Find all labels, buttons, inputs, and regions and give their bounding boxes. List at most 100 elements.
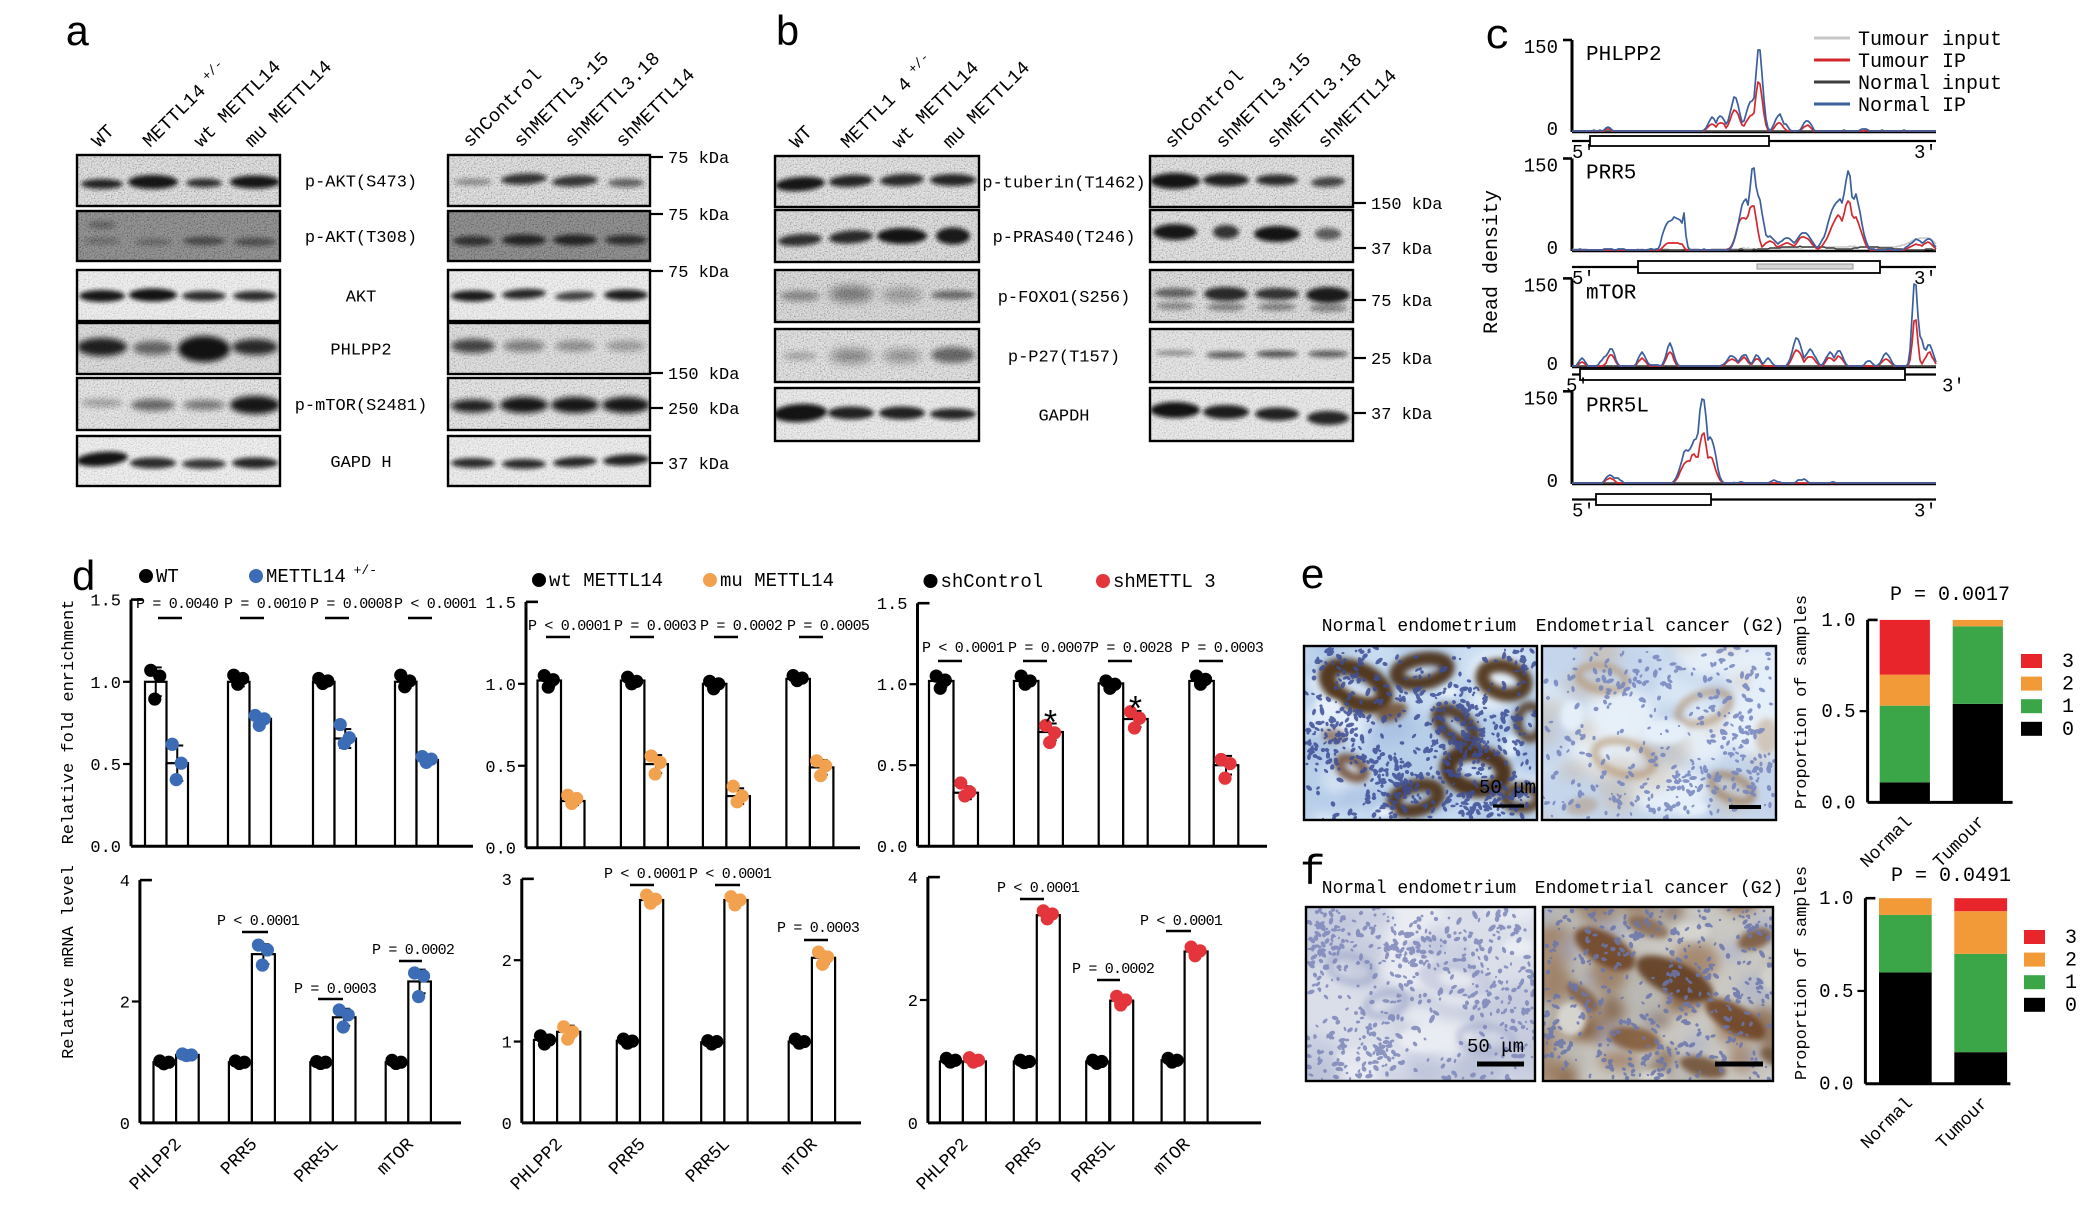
- svg-text:0: 0: [908, 1116, 918, 1135]
- svg-text:3': 3': [1942, 376, 1965, 398]
- svg-text:150 kDa: 150 kDa: [668, 366, 739, 385]
- svg-text:3: 3: [2062, 651, 2074, 674]
- svg-text:1: 1: [2065, 972, 2077, 995]
- svg-text:P = 0.0002: P = 0.0002: [372, 942, 454, 959]
- svg-text:1.0: 1.0: [485, 677, 516, 696]
- svg-text:0: 0: [1547, 238, 1558, 260]
- svg-text:Tumour input: Tumour input: [1858, 29, 2002, 52]
- svg-text:Endometrial cancer (G2): Endometrial cancer (G2): [1535, 879, 1783, 899]
- svg-text:0.0: 0.0: [1821, 792, 1855, 814]
- svg-text:2: 2: [120, 995, 130, 1014]
- svg-text:1.5: 1.5: [90, 593, 121, 612]
- svg-text:p-tuberin(T1462): p-tuberin(T1462): [982, 175, 1145, 194]
- svg-text:Proportion of samples: Proportion of samples: [1793, 595, 1812, 809]
- svg-text:P = 0.0003: P = 0.0003: [777, 920, 860, 937]
- svg-text:p-mTOR(S2481): p-mTOR(S2481): [295, 397, 428, 416]
- svg-text:GAPDH: GAPDH: [1038, 408, 1089, 427]
- svg-text:Normal input: Normal input: [1858, 73, 2002, 96]
- svg-text:150: 150: [1524, 156, 1558, 178]
- svg-text:P = 0.0491: P = 0.0491: [1891, 865, 2011, 888]
- svg-text:0.5: 0.5: [877, 758, 908, 777]
- svg-text:1.0: 1.0: [877, 677, 908, 696]
- svg-text:P < 0.0001: P < 0.0001: [997, 880, 1080, 897]
- svg-text:p-P27(T157): p-P27(T157): [1008, 349, 1120, 368]
- svg-text:37 kDa: 37 kDa: [668, 456, 729, 475]
- svg-text:0.0: 0.0: [485, 841, 516, 860]
- svg-text:50 μm: 50 μm: [1467, 1036, 1524, 1058]
- svg-text:mTOR: mTOR: [1586, 282, 1637, 305]
- svg-text:75 kDa: 75 kDa: [1371, 293, 1432, 312]
- svg-text:0.5: 0.5: [90, 757, 121, 776]
- svg-text:75 kDa: 75 kDa: [668, 150, 729, 169]
- svg-text:a: a: [65, 10, 90, 58]
- svg-text:1.5: 1.5: [877, 596, 908, 615]
- svg-text:Normal endometrium: Normal endometrium: [1322, 617, 1516, 637]
- svg-text:3': 3': [1914, 501, 1937, 523]
- svg-text:0.5: 0.5: [1819, 981, 1853, 1003]
- svg-text:37 kDa: 37 kDa: [1371, 241, 1432, 260]
- svg-text:150 kDa: 150 kDa: [1371, 196, 1442, 215]
- svg-text:0: 0: [1547, 119, 1558, 141]
- svg-text:25 kDa: 25 kDa: [1371, 351, 1432, 370]
- svg-text:P = 0.0010: P = 0.0010: [224, 596, 307, 613]
- svg-text:P = 0.0003: P = 0.0003: [1181, 640, 1264, 657]
- svg-text:P = 0.0003: P = 0.0003: [614, 618, 697, 635]
- svg-text:Endometrial cancer (G2): Endometrial cancer (G2): [1536, 617, 1784, 637]
- svg-text:4: 4: [908, 870, 918, 889]
- svg-text:shMETTL 3: shMETTL 3: [1113, 571, 1216, 593]
- svg-text:p-PRAS40(T246): p-PRAS40(T246): [993, 229, 1136, 248]
- svg-text:3: 3: [502, 872, 512, 891]
- svg-text:Proportion of samples: Proportion of samples: [1793, 866, 1812, 1080]
- svg-text:P = 0.0002: P = 0.0002: [1072, 961, 1154, 978]
- svg-text:150: 150: [1524, 388, 1558, 410]
- svg-text:P = 0.0003: P = 0.0003: [294, 981, 377, 998]
- svg-text:d: d: [71, 555, 96, 603]
- svg-text:P < 0.0001: P < 0.0001: [1140, 913, 1223, 930]
- svg-text:1.0: 1.0: [90, 675, 121, 694]
- svg-text:0.5: 0.5: [485, 759, 516, 778]
- svg-text:Read density: Read density: [1481, 190, 1504, 334]
- svg-text:f: f: [1300, 849, 1325, 897]
- svg-text:WT: WT: [156, 566, 179, 588]
- svg-text:*: *: [1040, 708, 1060, 746]
- svg-text:p-FOXO1(S256): p-FOXO1(S256): [998, 289, 1131, 308]
- svg-text:0.0: 0.0: [1819, 1074, 1853, 1096]
- svg-text:Tumour IP: Tumour IP: [1858, 51, 1966, 74]
- svg-text:p-AKT(S473): p-AKT(S473): [305, 174, 417, 193]
- svg-text:c: c: [1485, 13, 1510, 61]
- svg-text:Relative fold enrichment: Relative fold enrichment: [60, 600, 79, 845]
- svg-text:P = 0.0017: P = 0.0017: [1890, 584, 2010, 607]
- svg-text:37 kDa: 37 kDa: [1371, 406, 1432, 425]
- svg-text:Normal endometrium: Normal endometrium: [1322, 879, 1516, 899]
- svg-text:wt METTL14: wt METTL14: [549, 570, 663, 592]
- svg-text:1.0: 1.0: [1819, 888, 1853, 910]
- svg-text:*: *: [1125, 694, 1145, 732]
- svg-text:2: 2: [2065, 950, 2077, 973]
- svg-text:0: 0: [2062, 719, 2074, 742]
- svg-text:2: 2: [502, 953, 512, 972]
- svg-text:5': 5': [1566, 376, 1589, 398]
- svg-text:250 kDa: 250 kDa: [668, 401, 739, 420]
- svg-text:5': 5': [1572, 142, 1595, 164]
- svg-text:5': 5': [1572, 501, 1595, 523]
- svg-text:0: 0: [2065, 995, 2077, 1018]
- svg-text:P < 0.0001: P < 0.0001: [394, 596, 477, 613]
- svg-text:3': 3': [1914, 268, 1937, 290]
- svg-text:AKT: AKT: [346, 289, 377, 308]
- svg-text:50 μm: 50 μm: [1479, 777, 1536, 799]
- svg-text:GAPD H: GAPD H: [330, 454, 391, 473]
- svg-text:4: 4: [120, 873, 130, 892]
- svg-text:PHLPP2: PHLPP2: [1586, 44, 1662, 67]
- svg-text:b: b: [775, 10, 800, 58]
- svg-text:Relative mRNA level: Relative mRNA level: [60, 865, 79, 1059]
- svg-text:P < 0.0001: P < 0.0001: [528, 618, 611, 635]
- svg-text:75 kDa: 75 kDa: [668, 264, 729, 283]
- svg-text:0: 0: [502, 1116, 512, 1135]
- svg-text:0.0: 0.0: [90, 839, 121, 858]
- svg-text:0: 0: [1547, 354, 1558, 376]
- svg-text:P < 0.0001: P < 0.0001: [217, 913, 300, 930]
- svg-text:PRR5L: PRR5L: [1586, 395, 1649, 418]
- svg-text:3': 3': [1914, 142, 1937, 164]
- svg-text:P < 0.0001: P < 0.0001: [689, 866, 772, 883]
- svg-text:75 kDa: 75 kDa: [668, 207, 729, 226]
